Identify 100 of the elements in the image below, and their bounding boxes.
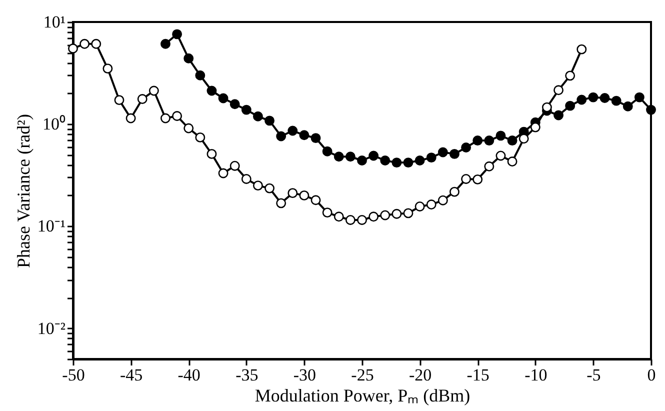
point [126,113,136,124]
point [241,104,252,115]
point [380,156,390,166]
point [334,152,344,162]
point [461,174,472,184]
point [288,126,298,136]
point [184,53,194,64]
point [195,132,206,142]
point [137,94,148,104]
point [507,156,518,166]
point [646,104,656,115]
point [218,93,228,104]
point [322,208,332,218]
point [472,174,483,184]
point [160,38,170,49]
point [392,208,402,219]
x-tick-label: -20 [408,366,432,384]
point [172,29,182,40]
point [114,95,124,106]
point [565,70,576,81]
x-tick-label: -40 [178,366,200,384]
y-tick-label: 10⁻² [37,318,66,338]
point [299,190,310,200]
point [288,188,298,198]
point [472,136,483,146]
point [380,210,390,220]
point [426,152,436,163]
point [588,92,598,102]
x-tick-label: -45 [120,366,143,384]
point [345,215,356,225]
point [450,148,460,159]
point [403,208,414,218]
point [160,113,170,124]
point [357,156,367,166]
point [530,122,540,132]
point [172,111,182,121]
point [611,96,622,106]
point [426,200,436,210]
point [184,123,194,134]
point [554,110,564,120]
point [450,186,460,197]
point [518,134,529,144]
point [414,156,425,166]
point [414,201,425,212]
point [276,198,286,208]
x-tick-label: 0 [647,366,656,384]
x-tick-label: -35 [236,366,258,384]
point [322,146,332,156]
point [230,99,240,110]
point [91,38,102,49]
x-tick-label: -50 [62,366,85,384]
point [496,150,506,161]
point [392,158,402,168]
x-axis-title: Modulation Power, Pₘ (dBm) [254,386,470,406]
point [310,133,321,144]
x-tick-label: -15 [466,366,490,384]
y-axis-title: Phase Variance (rad²) [13,114,34,268]
point [484,136,494,146]
x-tick-label: -5 [586,366,601,384]
point [252,180,263,191]
point [368,212,379,222]
point [230,160,240,171]
point [206,86,217,96]
point [554,85,564,96]
point [195,70,206,80]
y-tick-label: 10¹ [43,12,66,32]
point [334,212,344,222]
x-tick-label: -30 [293,366,316,384]
y-tick-label: 10⁻¹ [37,216,66,236]
x-tick-label: -25 [351,366,374,384]
point [264,183,274,194]
point [276,131,286,142]
point [600,93,610,103]
x-tick-label: -10 [524,366,548,384]
point [542,102,552,112]
point [576,94,587,105]
point [206,148,217,159]
point [484,161,494,172]
point [80,38,90,49]
point [299,130,310,140]
point [461,142,472,152]
point [310,195,321,206]
point [252,111,263,122]
point [148,86,159,96]
point [438,195,448,206]
point [496,130,506,141]
point [622,101,633,112]
point [357,215,367,225]
point [565,100,576,111]
point [345,152,356,162]
point [241,174,252,184]
y-tick-label: 10⁰ [42,114,66,134]
point [102,64,113,74]
point [403,158,414,168]
point [576,44,587,54]
point [634,92,644,102]
point [368,150,379,161]
point [218,168,228,178]
point [507,136,518,146]
point [264,116,274,126]
